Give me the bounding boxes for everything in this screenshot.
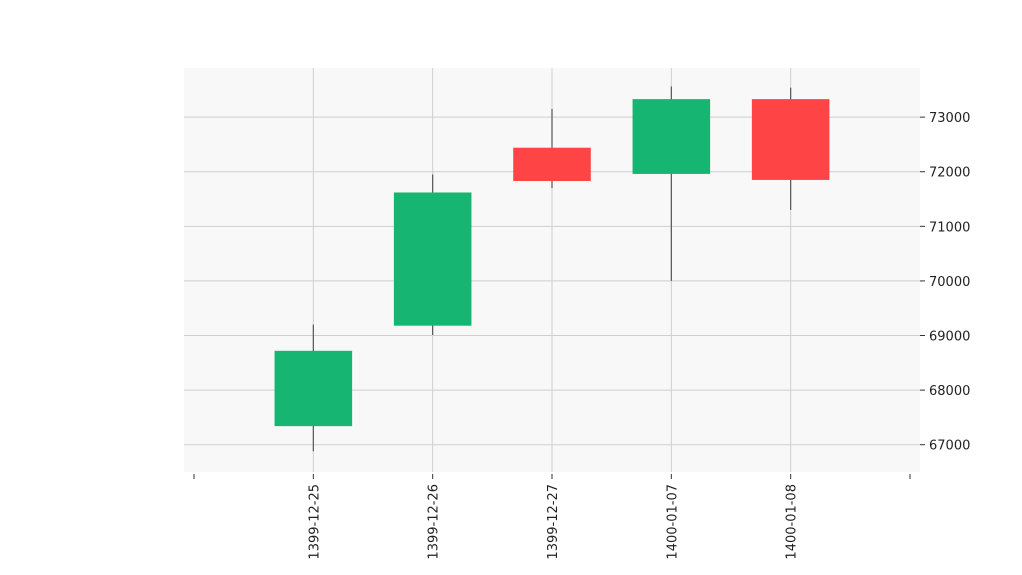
candle-body-up	[393, 192, 472, 326]
candle-body-up	[274, 350, 353, 427]
axis-layer: 67000 68000 69000 70000 71000 72000 73000 1399-…	[193, 111, 970, 560]
y-tick-label: 68000	[929, 384, 970, 399]
x-tick-label: 1400-01-07	[665, 484, 680, 560]
y-tick-label: 72000	[929, 166, 970, 181]
y-tick-label: 73000	[929, 111, 970, 126]
candle-body-down	[751, 99, 830, 180]
candle-layer	[274, 86, 830, 452]
x-tick-label: 1399-12-26	[427, 484, 442, 560]
y-tick-label: 70000	[929, 275, 970, 290]
x-tick-label: 1399-12-27	[546, 484, 561, 560]
x-tick-label: 1399-12-25	[307, 484, 322, 560]
y-tick-label: 67000	[929, 439, 970, 454]
y-tick-label: 71000	[929, 220, 970, 235]
y-tick-label: 69000	[929, 330, 970, 345]
candle-body-down	[513, 147, 591, 182]
candle-body-up	[632, 99, 711, 174]
x-tick-label: 1400-01-08	[785, 484, 800, 560]
